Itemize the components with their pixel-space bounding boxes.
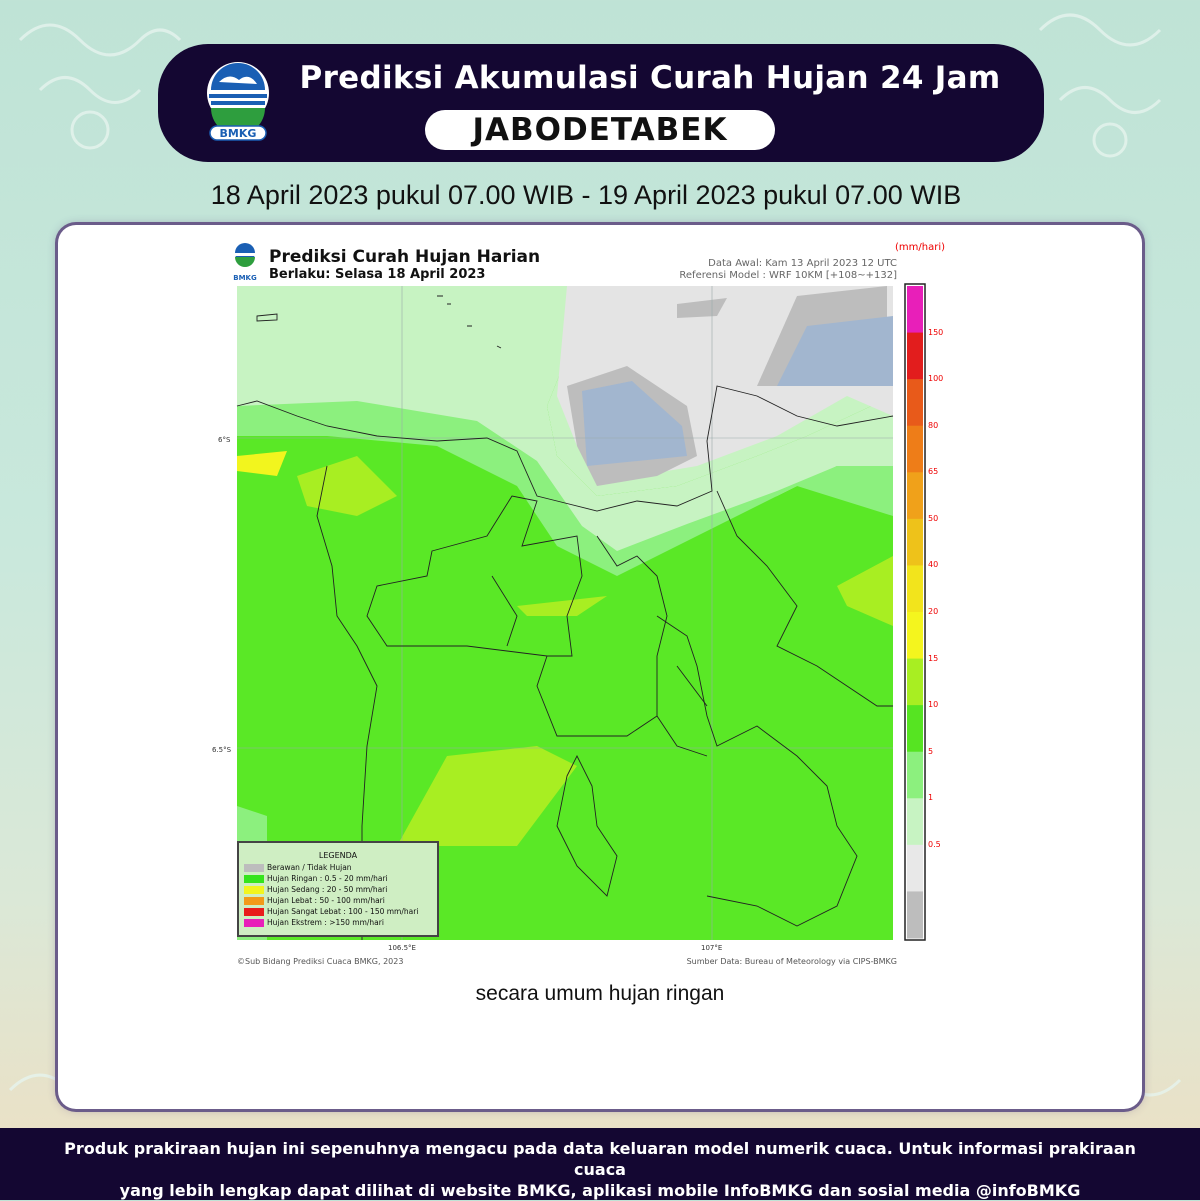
disclaimer-line-1: Produk prakiraan hujan ini sepenuhnya me… (64, 1139, 1136, 1179)
colorbar-tick-label: 40 (928, 560, 939, 570)
map-logo-text: BMKG (233, 274, 257, 282)
legend-item-lebat: Hujan Lebat : 50 - 100 mm/hari (244, 896, 385, 906)
forecast-period: 18 April 2023 pukul 07.00 WIB - 19 April… (210, 180, 962, 210)
colorbar-tick-label: 10 (928, 700, 939, 710)
colorbar-segment (907, 798, 923, 846)
unit-label: (mm/hari) (895, 242, 946, 253)
legend-title: LEGENDA (318, 851, 358, 860)
colorbar-segment (907, 844, 923, 892)
legend-label: Hujan Ringan : 0.5 - 20 mm/hari (267, 874, 388, 883)
colorbar-tick-label: 50 (928, 513, 939, 523)
colorbar-tick-label: 20 (928, 607, 939, 616)
map-title: Prediksi Curah Hujan Harian (269, 247, 541, 267)
colorbar-segment (907, 565, 923, 613)
bmkg-logo-icon: BMKG (207, 62, 269, 141)
map-area (236, 286, 894, 940)
map-legend: LEGENDA Berawan / Tidak Hujan Hujan Ring… (237, 841, 439, 937)
map-source: Sumber Data: Bureau of Meteorology via C… (686, 957, 897, 966)
forecast-summary: secara umum hujan ringan (475, 982, 725, 1005)
colorbar-segment (907, 472, 923, 520)
legend-swatch (244, 908, 264, 916)
colorbar-tick-label: 1 (928, 793, 934, 803)
legend-item-berawan: Berawan / Tidak Hujan (244, 863, 352, 873)
colorbar-tick-label: 150 (928, 327, 944, 337)
colorbar-segment (907, 751, 923, 799)
data-awal-label: Data Awal: Kam 13 April 2023 12 UTC (708, 258, 897, 269)
legend-swatch (244, 875, 264, 883)
legend-label: Hujan Ekstrem : >150 mm/hari (267, 918, 384, 927)
legend-swatch (244, 886, 264, 894)
lon-label-106-5e: 106.5°E (388, 944, 416, 952)
rainfall-map: BMKG (233, 243, 926, 941)
colorbar-tick-label: 100 (928, 374, 944, 384)
lat-label-6-5s: 6.5°S (212, 746, 232, 754)
region-badge: JABODETABEK (425, 110, 775, 150)
colorbar-segment (907, 379, 923, 427)
colorbar-segment (907, 891, 923, 939)
legend-label: Hujan Sangat Lebat : 100 - 150 mm/hari (267, 907, 419, 916)
model-reference-label: Referensi Model : WRF 10KM [+108~+132] (679, 270, 897, 281)
legend-item-sangat-lebat: Hujan Sangat Lebat : 100 - 150 mm/hari (244, 907, 418, 917)
colorbar (904, 283, 926, 941)
footer-band (0, 1128, 1200, 1200)
legend-label: Hujan Sedang : 20 - 50 mm/hari (267, 885, 388, 894)
colorbar-segment (907, 425, 923, 473)
colorbar-tick-label: 15 (928, 653, 939, 663)
colorbar-tick-label: 80 (928, 420, 939, 430)
legend-swatch (244, 897, 264, 905)
legend-swatch (244, 919, 264, 927)
legend-item-sedang: Hujan Sedang : 20 - 50 mm/hari (244, 885, 387, 895)
disclaimer: Produk prakiraan hujan ini sepenuhnya me… (40, 1138, 1160, 1201)
legend-label: Hujan Lebat : 50 - 100 mm/hari (267, 896, 385, 905)
legend-swatch (244, 864, 264, 872)
map-subtitle: Berlaku: Selasa 18 April 2023 (269, 267, 486, 282)
legend-item-ekstrem: Hujan Ekstrem : >150 mm/hari (244, 918, 384, 928)
colorbar-tick-label: 65 (928, 467, 939, 477)
map-copyright: ©Sub Bidang Prediksi Cuaca BMKG, 2023 (237, 957, 404, 966)
legend-item-ringan: Hujan Ringan : 0.5 - 20 mm/hari (244, 874, 388, 884)
colorbar-segment (907, 612, 923, 660)
lat-label-6s: 6°S (218, 436, 231, 444)
disclaimer-line-2: yang lebih lengkap dapat dilihat di webs… (119, 1181, 1081, 1200)
colorbar-tick-label: 5 (928, 746, 934, 756)
bmkg-logo-text: BMKG (220, 127, 257, 140)
colorbar-segment (907, 705, 923, 753)
colorbar-segment (907, 518, 923, 566)
lon-label-107e: 107°E (701, 944, 723, 952)
colorbar-tick-label: 0.5 (928, 839, 941, 849)
legend-label: Berawan / Tidak Hujan (267, 863, 352, 872)
colorbar-segment (907, 332, 923, 380)
colorbar-segment (907, 658, 923, 706)
colorbar-frame (904, 283, 926, 941)
map-logo-icon (235, 243, 255, 267)
colorbar-segment (907, 286, 923, 334)
page-title: Prediksi Akumulasi Curah Hujan 24 Jam (299, 60, 1001, 96)
